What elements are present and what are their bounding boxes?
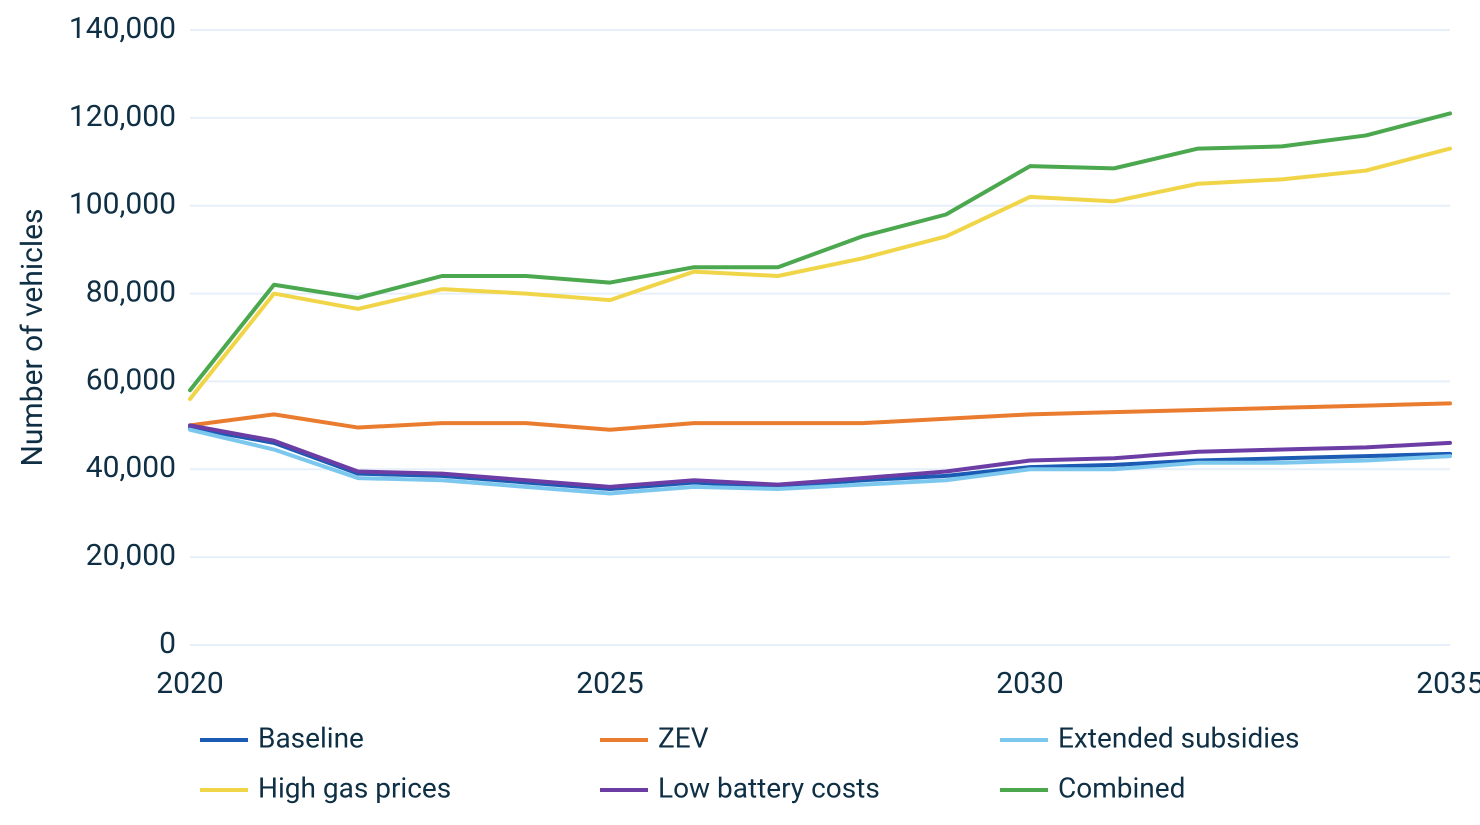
y-tick-label: 120,000 xyxy=(69,99,176,134)
legend-label: Baseline xyxy=(258,721,364,754)
x-tick-label: 2025 xyxy=(576,666,643,701)
line-chart: 0 20,000 40,000 60,000 80,000 100,000 120,000 1… xyxy=(0,0,1480,825)
y-tick-label: 140,000 xyxy=(69,11,176,46)
x-tick-label: 2030 xyxy=(996,666,1063,701)
legend-label: ZEV xyxy=(658,721,709,754)
y-tick-label: 20,000 xyxy=(86,538,176,573)
y-tick-label: 60,000 xyxy=(86,362,176,397)
legend-label: Low battery costs xyxy=(658,771,880,804)
x-tick-label: 2035 xyxy=(1416,666,1480,701)
legend-label: Extended subsidies xyxy=(1058,721,1299,754)
y-tick-label: 40,000 xyxy=(86,450,176,485)
y-tick-label: 0 xyxy=(159,626,176,661)
legend-label: High gas prices xyxy=(258,771,451,804)
y-tick-label: 100,000 xyxy=(69,187,176,222)
x-tick-label: 2020 xyxy=(156,666,223,701)
chart-svg: 0 20,000 40,000 60,000 80,000 100,000 120,000 1… xyxy=(0,0,1480,825)
y-axis-label: Number of vehicles xyxy=(15,208,50,466)
y-tick-label: 80,000 xyxy=(86,274,176,309)
legend-label: Combined xyxy=(1058,771,1185,804)
